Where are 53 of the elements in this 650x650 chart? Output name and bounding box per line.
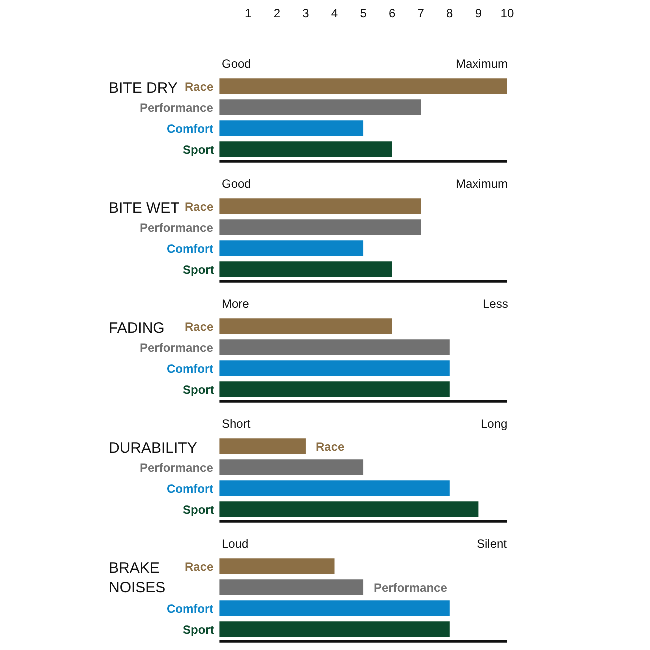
bar (220, 460, 364, 476)
x-tick-label: 4 (331, 6, 338, 21)
x-tick-label: 7 (418, 6, 425, 21)
y-tick-label: Performance (374, 581, 448, 595)
chart-title: DURABILITY (109, 440, 198, 457)
y-tick-label: Sport (183, 263, 214, 277)
x-tick-label: 8 (446, 6, 454, 21)
text: Maximum (456, 177, 508, 191)
x-tick-label: 2 (274, 6, 281, 21)
y-tick-label: Performance (140, 461, 214, 475)
bar (220, 438, 306, 454)
y-tick-label: Sport (183, 503, 214, 517)
y-tick-label: Race (185, 320, 214, 334)
x-tick-label: 9 (475, 6, 482, 21)
x-tick-label: 6 (388, 6, 396, 21)
bar (220, 142, 392, 158)
bar (220, 120, 364, 136)
text: Silent (477, 537, 508, 551)
text: BRAKE NOISES (109, 560, 166, 596)
bar (220, 502, 479, 518)
y-tick-label: Race (185, 560, 214, 574)
bar (220, 480, 450, 496)
text: Short (222, 417, 252, 431)
y-tick-label: Performance (140, 221, 214, 235)
y-tick-label: Performance (140, 341, 214, 355)
y-tick-label: Comfort (167, 602, 214, 616)
chart-title: BITE WET (109, 200, 180, 217)
text: Loud (222, 537, 249, 551)
y-tick-label: Comfort (167, 122, 214, 136)
x-tick-label: 1 (245, 6, 252, 21)
chart-title: FADING (109, 320, 165, 337)
text: Maximum (456, 57, 508, 71)
x-tick-label: 10 (500, 6, 514, 21)
text: Good (222, 177, 252, 191)
y-tick-label: Sport (183, 383, 214, 397)
y-tick-label: Sport (183, 623, 214, 637)
y-tick-label: Sport (183, 143, 214, 157)
x-tick-label: 3 (302, 6, 310, 21)
y-tick-label: Performance (140, 101, 214, 115)
bar (220, 78, 508, 94)
text: Less (483, 297, 508, 311)
x-tick-label: 5 (360, 6, 368, 21)
text: More (222, 297, 250, 311)
y-tick-label: Comfort (167, 242, 214, 256)
y-tick-label: Race (316, 440, 346, 454)
text: Long (481, 417, 508, 431)
y-tick-label: Comfort (167, 362, 214, 376)
y-tick-label: Race (185, 200, 214, 214)
bar (220, 100, 422, 116)
y-tick-label: Race (185, 80, 214, 94)
chart-title: BITE DRY (109, 80, 178, 97)
text: Good (222, 57, 252, 71)
y-tick-label: Comfort (167, 482, 214, 496)
